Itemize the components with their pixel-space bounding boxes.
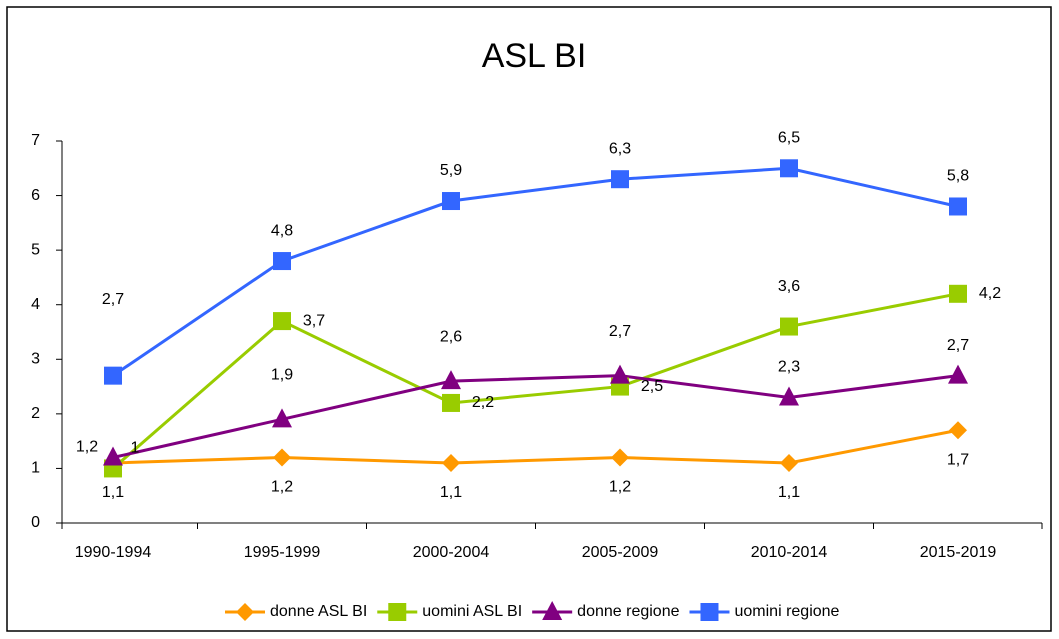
y-tick-label: 1 xyxy=(31,460,40,477)
point xyxy=(611,170,629,189)
point xyxy=(780,453,798,472)
point xyxy=(949,284,967,303)
legend-label: donne ASL BI xyxy=(270,603,367,620)
data-label: 2,2 xyxy=(472,394,494,411)
data-label: 4,8 xyxy=(271,222,293,239)
point xyxy=(780,317,798,336)
series-line xyxy=(112,292,959,470)
y-tick-label: 5 xyxy=(31,241,40,258)
chart-title: ASL BI xyxy=(482,37,587,75)
x-tick-label: 2010-2014 xyxy=(751,544,828,561)
point xyxy=(388,603,407,621)
data-label: 4,2 xyxy=(979,285,1001,302)
point xyxy=(104,366,122,385)
point xyxy=(611,448,629,467)
point xyxy=(273,312,291,331)
y-tick-label: 3 xyxy=(31,351,40,368)
data-label: 1,9 xyxy=(271,367,293,384)
point xyxy=(610,364,630,384)
y-tick-label: 2 xyxy=(31,405,40,422)
data-label: 2,7 xyxy=(947,337,969,354)
data-label: 5,9 xyxy=(440,162,462,179)
data-label: 1,1 xyxy=(778,484,800,501)
data-label: 2,7 xyxy=(102,291,124,308)
point xyxy=(441,370,461,390)
x-tick-label: 1990-1994 xyxy=(75,544,152,561)
point xyxy=(948,364,968,384)
data-label: 1,2 xyxy=(271,479,293,496)
point xyxy=(442,393,460,412)
y-tick-label: 6 xyxy=(31,187,40,204)
series-line xyxy=(112,428,959,465)
point xyxy=(442,192,460,211)
data-label: 1,2 xyxy=(76,439,98,456)
y-tick-label: 4 xyxy=(31,296,40,313)
point xyxy=(273,448,291,467)
data-label: 2,7 xyxy=(609,323,631,340)
point xyxy=(273,252,291,271)
data-label: 1 xyxy=(131,440,140,457)
point xyxy=(442,453,460,472)
x-tick-label: 2000-2004 xyxy=(413,544,490,561)
data-label: 5,8 xyxy=(947,168,969,185)
point xyxy=(700,603,719,621)
legend-label: uomini regione xyxy=(734,603,839,620)
point xyxy=(779,386,799,406)
data-label: 6,5 xyxy=(778,130,800,147)
point xyxy=(949,197,967,216)
data-label: 2,5 xyxy=(641,378,663,395)
point xyxy=(949,421,967,440)
data-label: 1,7 xyxy=(947,451,969,468)
series-line xyxy=(112,374,959,459)
point xyxy=(780,159,798,178)
data-label: 2,3 xyxy=(778,359,800,376)
legend-label: uomini ASL BI xyxy=(422,603,522,620)
point xyxy=(272,408,292,428)
chart-border xyxy=(6,6,1052,632)
point xyxy=(236,603,254,621)
data-label: 1,1 xyxy=(102,484,124,501)
x-tick-label: 2015-2019 xyxy=(920,544,997,561)
data-label: 3,6 xyxy=(778,278,800,295)
data-label: 2,6 xyxy=(440,328,462,345)
y-tick-label: 0 xyxy=(31,514,40,531)
x-tick-label: 1995-1999 xyxy=(244,544,321,561)
x-tick-label: 2005-2009 xyxy=(582,544,659,561)
y-tick-label: 7 xyxy=(31,132,40,149)
data-label: 6,3 xyxy=(609,140,631,157)
point xyxy=(103,446,123,466)
data-label: 3,7 xyxy=(303,312,325,329)
data-label: 1,1 xyxy=(440,484,462,501)
data-label: 1,2 xyxy=(609,479,631,496)
series-line xyxy=(112,166,959,377)
legend-label: donne regione xyxy=(577,603,679,620)
point xyxy=(542,601,563,620)
